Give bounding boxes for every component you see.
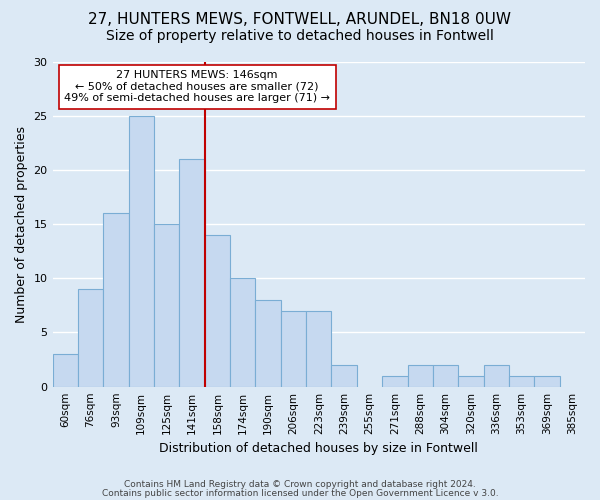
Bar bbox=[458, 376, 484, 386]
Bar bbox=[154, 224, 179, 386]
Bar bbox=[407, 365, 433, 386]
Bar bbox=[128, 116, 154, 386]
Bar bbox=[230, 278, 256, 386]
Bar bbox=[534, 376, 560, 386]
Bar bbox=[53, 354, 78, 386]
Text: 27 HUNTERS MEWS: 146sqm
← 50% of detached houses are smaller (72)
49% of semi-de: 27 HUNTERS MEWS: 146sqm ← 50% of detache… bbox=[64, 70, 330, 103]
Bar bbox=[382, 376, 407, 386]
Bar bbox=[256, 300, 281, 386]
Text: 27, HUNTERS MEWS, FONTWELL, ARUNDEL, BN18 0UW: 27, HUNTERS MEWS, FONTWELL, ARUNDEL, BN1… bbox=[89, 12, 511, 28]
Y-axis label: Number of detached properties: Number of detached properties bbox=[15, 126, 28, 322]
Bar bbox=[433, 365, 458, 386]
Bar bbox=[331, 365, 357, 386]
Text: Size of property relative to detached houses in Fontwell: Size of property relative to detached ho… bbox=[106, 29, 494, 43]
Bar bbox=[205, 235, 230, 386]
Text: Contains HM Land Registry data © Crown copyright and database right 2024.: Contains HM Land Registry data © Crown c… bbox=[124, 480, 476, 489]
Bar bbox=[78, 289, 103, 386]
Bar bbox=[103, 214, 128, 386]
Text: Contains public sector information licensed under the Open Government Licence v : Contains public sector information licen… bbox=[101, 488, 499, 498]
X-axis label: Distribution of detached houses by size in Fontwell: Distribution of detached houses by size … bbox=[160, 442, 478, 455]
Bar bbox=[281, 311, 306, 386]
Bar bbox=[179, 159, 205, 386]
Bar bbox=[509, 376, 534, 386]
Bar bbox=[484, 365, 509, 386]
Bar bbox=[306, 311, 331, 386]
